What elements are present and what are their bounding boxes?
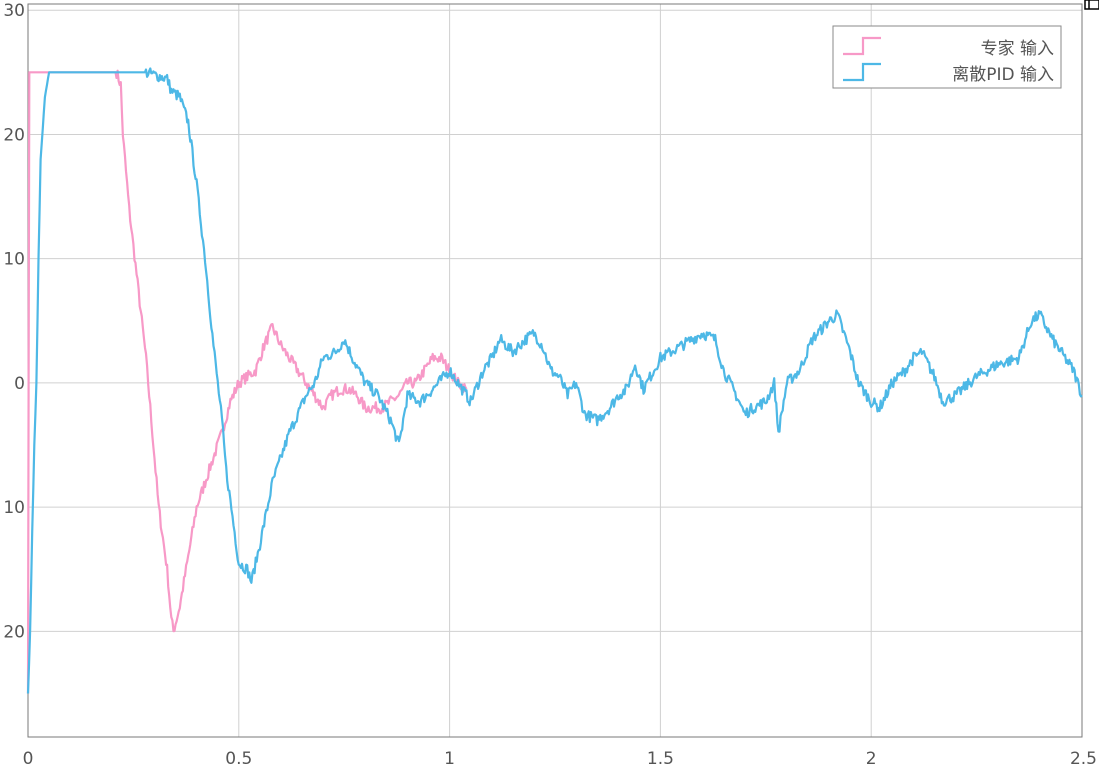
x-tick-label: 0 <box>23 749 34 769</box>
series-line-1 <box>26 69 468 694</box>
y-tick-label: 20 <box>3 622 25 642</box>
legend-label-2: 离散PID 输入 <box>952 65 1054 85</box>
legend-box <box>832 25 1062 89</box>
y-tick-label: 10 <box>3 250 25 270</box>
y-tick-label: 0 <box>14 374 25 394</box>
legend-label-1: 专家 输入 <box>981 39 1054 59</box>
x-tick-label: 1 <box>444 749 455 769</box>
x-tick-label: 2.5 <box>1070 749 1097 769</box>
tick-labels: 0 0.5 1 1.5 2 2.5 20 10 0 10 20 30 <box>3 1 1097 769</box>
x-tick-label: 0.5 <box>225 749 252 769</box>
x-tick-label: 2 <box>866 749 877 769</box>
legend-swatch-1 <box>843 36 881 56</box>
x-tick-label: 1.5 <box>647 749 674 769</box>
series-line-2 <box>26 67 1083 694</box>
y-tick-label: 20 <box>3 125 25 145</box>
y-tick-label: 10 <box>3 498 25 518</box>
series-layer <box>26 67 1083 694</box>
corner-icon <box>1084 0 1099 10</box>
legend-swatch-2 <box>843 62 881 82</box>
y-tick-label: 30 <box>3 1 25 21</box>
